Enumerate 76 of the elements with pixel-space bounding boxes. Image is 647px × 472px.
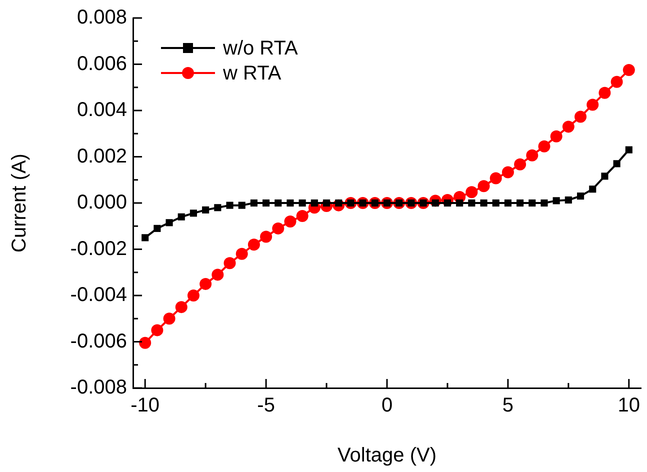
x-tick-label: 5 (502, 394, 514, 417)
point (248, 238, 260, 251)
point (187, 290, 200, 302)
point (236, 248, 248, 260)
point (284, 216, 296, 228)
point (492, 199, 500, 207)
point (601, 172, 608, 180)
point (212, 268, 224, 281)
point (310, 199, 318, 207)
y-tick-label: -0.006 (70, 330, 127, 352)
point (514, 158, 526, 170)
y-tick-label: -0.008 (70, 376, 127, 399)
point (538, 140, 550, 152)
point (502, 166, 514, 178)
y-axis-title: Current (A) (8, 154, 31, 252)
point (552, 197, 560, 204)
point (190, 210, 198, 217)
point (178, 213, 185, 220)
y-tick-label: 0.004 (76, 99, 127, 122)
x-tick-label: 10 (618, 394, 640, 417)
x-tick-label: -5 (257, 394, 275, 417)
point (528, 199, 536, 207)
x-tick-label: 0 (381, 394, 393, 417)
point (613, 160, 620, 168)
point (250, 199, 258, 207)
y-tick-label: 0.008 (76, 6, 127, 29)
point (200, 278, 212, 290)
point (166, 219, 173, 226)
legend-label: w RTA (222, 62, 282, 85)
point (468, 199, 476, 207)
y-tick-label: 0.000 (76, 192, 127, 214)
point (576, 192, 584, 200)
point (142, 234, 149, 242)
point (504, 199, 512, 207)
point (564, 196, 572, 204)
point (286, 199, 294, 207)
point (298, 199, 306, 207)
point (272, 222, 284, 234)
point (262, 199, 270, 207)
point (516, 199, 524, 207)
point (490, 172, 502, 184)
point (224, 257, 236, 270)
point (622, 64, 635, 76)
point (550, 130, 562, 142)
point (274, 199, 282, 207)
x-axis-title: Voltage (V) (338, 444, 436, 467)
point (151, 324, 164, 336)
x-tick-label: -10 (130, 394, 160, 417)
point (163, 312, 176, 325)
point (589, 186, 596, 193)
point (456, 199, 464, 207)
point (526, 149, 538, 162)
y-tick-label: -0.004 (70, 284, 127, 306)
point (175, 301, 188, 314)
point (625, 146, 632, 154)
y-tick-label: 0.002 (76, 145, 127, 168)
point (226, 202, 234, 209)
point (214, 204, 222, 212)
point (466, 186, 478, 198)
point (260, 230, 272, 243)
point (480, 199, 488, 207)
point (598, 86, 611, 99)
point (296, 210, 308, 222)
point (139, 336, 152, 349)
point (574, 110, 587, 123)
point (562, 120, 574, 133)
point (478, 180, 490, 192)
point (540, 199, 548, 207)
point (610, 76, 623, 88)
y-tick-label: 0.006 (76, 52, 127, 75)
point (154, 224, 161, 232)
legend-label: w/o RTA (222, 38, 298, 60)
point (586, 98, 599, 111)
y-tick-label: -0.002 (70, 238, 127, 260)
point (238, 202, 246, 209)
point (202, 206, 210, 214)
